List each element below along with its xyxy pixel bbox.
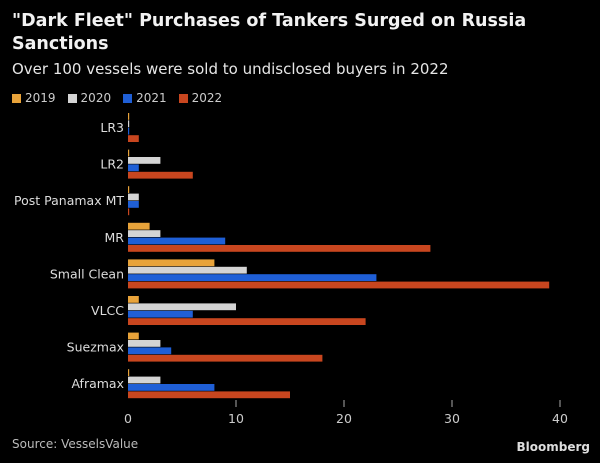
bar-2019-post-panamax-mt [128,186,130,193]
bar-2021-vlcc [128,310,193,318]
x-tick-label: 20 [336,411,352,426]
legend-item-2022: 2022 [178,91,223,105]
bar-2020-small-clean [128,266,247,274]
bar-2021-aframax [128,384,215,391]
x-tick-label: 0 [124,411,132,426]
legend-label: 2019 [25,91,56,105]
bar-2021-post-panamax-mt [128,201,139,208]
category-label: Post Panamax MT [14,193,124,208]
bloomberg-logo: Bloomberg [516,440,591,454]
category-label: VLCC [91,303,124,318]
legend-swatch [67,93,77,103]
bar-2022-lr2 [128,171,193,179]
legend-label: 2020 [80,91,112,105]
bar-2019-aframax [128,369,130,376]
bar-2022-post-panamax-mt [128,208,130,216]
bar-2020-lr2 [128,157,161,164]
bar-2022-lr3 [128,135,139,142]
source-note: Source: VesselsValue [12,437,139,451]
bar-2022-suezmax [128,354,323,362]
bar-2019-mr [128,222,150,230]
bar-2020-aframax [128,376,161,384]
x-tick-label: 40 [552,411,568,426]
bar-2022-mr [128,245,431,252]
x-tick-label: 10 [228,411,244,426]
category-label: Aframax [71,376,124,391]
bar-2021-suezmax [128,347,172,355]
bar-2022-aframax [128,391,290,399]
bar-2020-post-panamax-mt [128,193,139,201]
bar-2022-small-clean [128,281,550,289]
legend-item-2020: 2020 [67,91,112,105]
category-label: MR [105,230,125,245]
bar-2022-vlcc [128,318,366,325]
legend-swatch [12,93,21,103]
bar-2020-lr3 [128,120,130,128]
bar-2021-lr2 [128,164,139,172]
bar-2019-lr3 [128,113,130,120]
legend-swatch [178,93,188,103]
bar-2021-lr3 [128,127,130,135]
legend: 2019 2020 2021 2022 [12,91,222,105]
legend-label: 2021 [136,91,167,105]
chart-title: "Dark Fleet" Purchases of Tankers Surged… [12,11,527,54]
legend-item-2019: 2019 [12,91,56,105]
category-label: Small Clean [50,266,124,281]
bar-2020-vlcc [128,303,236,311]
bar-2021-mr [128,237,226,245]
legend-item-2021: 2021 [123,91,167,105]
bar-2019-suezmax [128,332,139,340]
legend-swatch [123,93,133,103]
bar-2019-small-clean [128,259,215,267]
category-label: Suezmax [67,340,124,355]
bar-2021-small-clean [128,274,377,281]
x-tick-label: 30 [444,411,460,426]
chart-subtitle: Over 100 vessels were sold to undisclose… [12,60,449,78]
bar-2020-mr [128,230,161,237]
bar-2019-lr2 [128,149,130,157]
legend-label: 2022 [191,91,223,105]
category-label: LR3 [100,120,124,135]
category-label: LR2 [100,157,124,172]
bar-2019-vlcc [128,296,139,303]
bar-2020-suezmax [128,340,161,347]
